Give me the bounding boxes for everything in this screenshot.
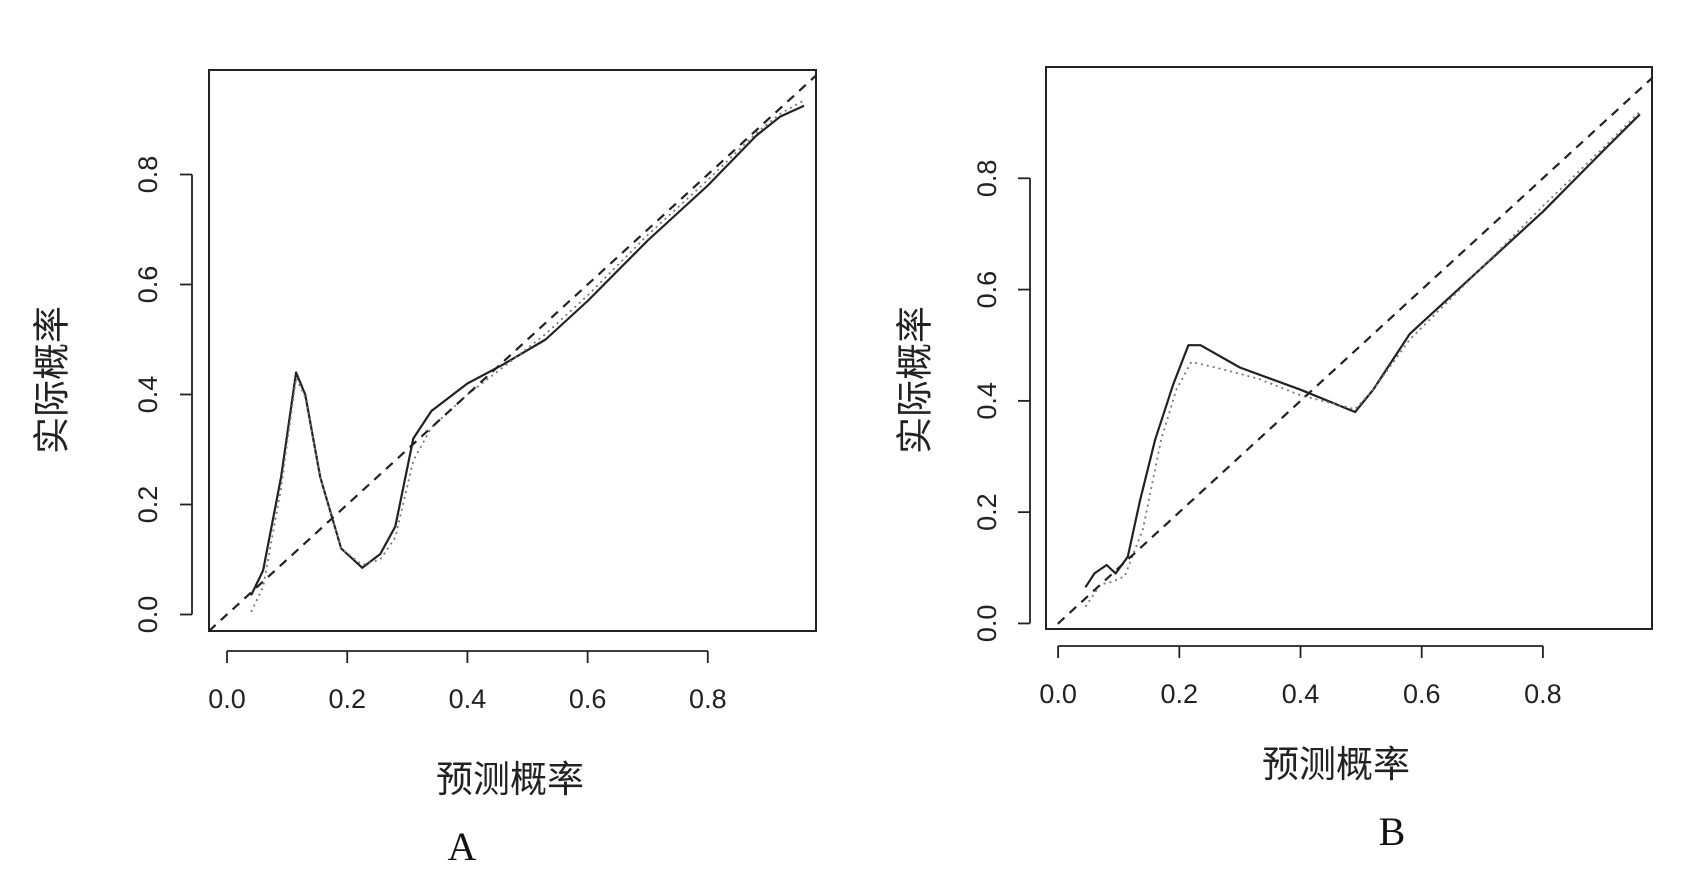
y-tick-label: 0.2: [972, 493, 1002, 531]
panel-label: A: [448, 824, 477, 869]
calibration-chart-b: 0.0 0.2 0.4 0.6 0.8 0.0 0.2 0.4 0.6 0.8 预测概率 实际概率 B: [895, 66, 1653, 854]
x-tick-label: 0.4: [449, 684, 487, 714]
series-line-dashed: [1050, 77, 1652, 629]
y-axis-title: 实际概率: [895, 306, 936, 454]
x-axis-title: 预测概率: [1262, 744, 1410, 785]
y-tick-label: 0.6: [133, 266, 163, 304]
x-tick-label: 0.0: [1039, 679, 1077, 709]
x-axis-title: 预测概率: [436, 759, 584, 800]
panel-label: B: [1379, 809, 1406, 854]
calibration-chart-a: 0.0 0.2 0.4 0.6 0.8 0.0 0.2 0.4 0.6 0.8 预测概率 实际概率 A: [32, 69, 817, 869]
x-tick-label: 0.8: [1524, 679, 1562, 709]
series-line-dotted: [250, 99, 805, 613]
series-line-solid: [1084, 113, 1641, 588]
plot-frame: [1045, 66, 1653, 630]
y-tick-label: 0.0: [972, 605, 1002, 643]
y-tick-label: 0.8: [133, 156, 163, 194]
x-tick-label: 0.4: [1282, 679, 1320, 709]
y-tick-label: 0.2: [133, 486, 163, 524]
series-line-dotted: [1084, 110, 1641, 608]
y-tick-label: 0.8: [972, 160, 1002, 198]
y-tick-label: 0.4: [133, 376, 163, 414]
x-tick-label: 0.0: [208, 684, 246, 714]
plot-frame: [208, 69, 817, 632]
y-tick-label: 0.6: [972, 271, 1002, 309]
series-line-dashed: [209, 74, 816, 631]
x-tick-label: 0.6: [569, 684, 607, 714]
x-tick-label: 0.2: [1161, 679, 1199, 709]
x-tick-label: 0.8: [689, 684, 727, 714]
y-tick-label: 0.4: [972, 382, 1002, 420]
x-tick-label: 0.6: [1403, 679, 1441, 709]
y-tick-label: 0.0: [133, 596, 163, 634]
y-axis-title: 实际概率: [32, 306, 73, 454]
series-line-solid: [250, 104, 805, 596]
x-tick-label: 0.2: [328, 684, 366, 714]
